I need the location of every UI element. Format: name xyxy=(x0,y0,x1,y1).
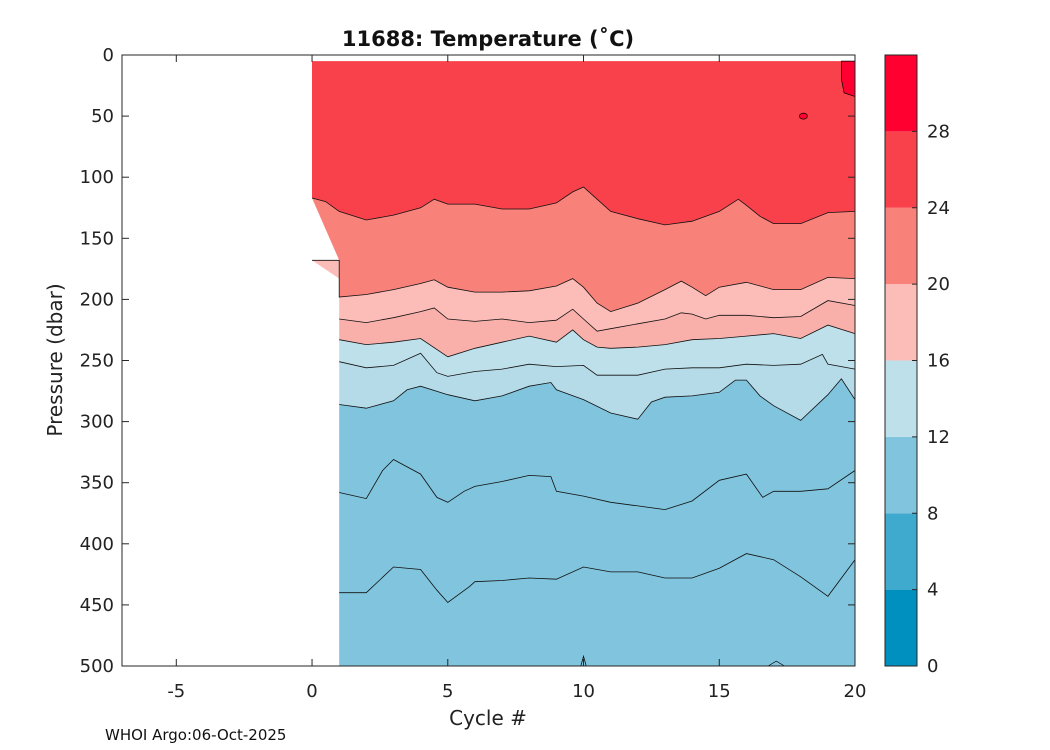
contour-line-layer xyxy=(311,60,856,667)
colorbar-swatch xyxy=(885,360,917,437)
warm-patch-28 xyxy=(841,60,856,98)
contour-line-8-6 xyxy=(339,459,856,511)
band-20-24 xyxy=(312,187,855,312)
colorbar-swatch xyxy=(885,436,917,514)
y-tick-label: 200 xyxy=(80,289,114,310)
colorbar-swatch xyxy=(885,207,917,285)
y-tick-label: 250 xyxy=(80,351,114,372)
colorbar-tick-label: 0 xyxy=(927,656,938,677)
contour-line-20-1 xyxy=(312,259,856,313)
colorbar-tick-label: 16 xyxy=(927,351,950,372)
y-tick-label: 450 xyxy=(80,595,114,616)
x-axis-title: Cycle # xyxy=(449,706,527,730)
colorbar-swatch xyxy=(885,284,917,361)
x-tick-label: 10 xyxy=(572,681,595,702)
band-10-12 xyxy=(339,353,855,421)
y-tick-label: 500 xyxy=(80,656,114,677)
x-tick-label: 20 xyxy=(844,681,867,702)
contour-fill-layer xyxy=(312,61,855,666)
colorbar-tick-label: 24 xyxy=(927,198,950,219)
contour-line-8-5 xyxy=(339,378,856,421)
band-16-20 xyxy=(312,260,855,332)
colorbar-tick-label: 12 xyxy=(927,427,950,448)
contour-bottom-blip-a xyxy=(580,654,587,667)
colorbar-tick-label: 4 xyxy=(927,580,938,601)
band-8-10a xyxy=(339,378,855,510)
colorbar-tick-label: 8 xyxy=(927,503,938,524)
colorbar-tick-label: 28 xyxy=(927,121,950,142)
contour-line-16-2 xyxy=(339,300,856,332)
y-tick-label: 150 xyxy=(80,228,114,249)
x-tick-label: 5 xyxy=(442,681,453,702)
chart-title: 11688: Temperature (˚C) xyxy=(342,27,634,51)
footer-text: WHOI Argo:06-Oct-2025 xyxy=(105,726,286,744)
contour-line-12-3 xyxy=(339,324,856,358)
contour-bottom-blip-b xyxy=(767,660,785,667)
colorbar-swatch xyxy=(885,513,917,590)
band-8-12-bottom xyxy=(339,553,855,666)
band-24-28 xyxy=(312,61,855,225)
y-axis: 0 50 100 150 200 250 300 350 400 450 500 xyxy=(80,45,855,677)
contour-line-8-7 xyxy=(339,553,856,604)
y-tick-label: 50 xyxy=(91,106,114,127)
colorbar-swatch xyxy=(885,55,917,132)
contour-line-24-0 xyxy=(311,186,856,226)
y-tick-label: 100 xyxy=(80,167,114,188)
y-tick-label: 350 xyxy=(80,473,114,494)
y-tick-label: 300 xyxy=(80,412,114,433)
x-tick-label: 15 xyxy=(708,681,731,702)
x-tick-label: 0 xyxy=(306,681,317,702)
colorbar: 0 4 8 12 16 20 24 28 xyxy=(884,54,950,677)
y-tick-label: 0 xyxy=(103,45,114,66)
colorbar-tick-label: 20 xyxy=(927,274,950,295)
y-axis-title: Pressure (dbar) xyxy=(43,283,67,436)
contour-line-12-4 xyxy=(339,352,856,377)
colorbar-swatch xyxy=(885,131,917,208)
x-tick-label: -5 xyxy=(167,681,185,702)
y-tick-label: 400 xyxy=(80,534,114,555)
colorbar-swatch xyxy=(885,589,917,666)
warm-blob-28 xyxy=(799,112,808,120)
band-8-10b xyxy=(339,459,855,603)
band-14-16 xyxy=(339,300,855,357)
x-axis: -5 0 5 10 15 20 xyxy=(167,55,866,702)
